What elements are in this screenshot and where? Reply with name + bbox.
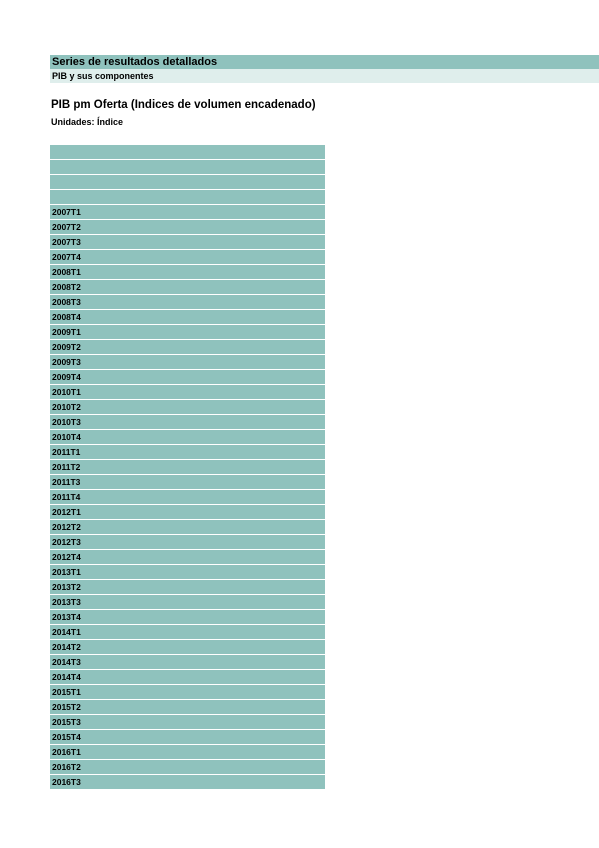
table-row: 2016T1	[50, 745, 325, 759]
table-row: 2014T3	[50, 655, 325, 669]
table-row: 2013T3	[50, 595, 325, 609]
table-row: 2010T2	[50, 400, 325, 414]
table-header-row	[50, 190, 325, 204]
table-row: 2008T1	[50, 265, 325, 279]
table-row: 2011T2	[50, 460, 325, 474]
table-row: 2013T4	[50, 610, 325, 624]
table-row: 2012T3	[50, 535, 325, 549]
table-row: 2008T2	[50, 280, 325, 294]
table-period-rows: 2007T1 2007T2 2007T3 2007T4 2008T1 2008T2 2008…	[50, 205, 325, 789]
table-row: 2016T3	[50, 775, 325, 789]
table-row: 2011T4	[50, 490, 325, 504]
table-row: 2009T2	[50, 340, 325, 354]
table-row: 2009T1	[50, 325, 325, 339]
table-row: 2009T4	[50, 370, 325, 384]
table-header-row	[50, 175, 325, 189]
report-header-subtitle: PIB y sus componentes	[50, 69, 599, 83]
table-header-rows	[50, 145, 325, 204]
table-row: 2007T3	[50, 235, 325, 249]
table-row: 2015T2	[50, 700, 325, 714]
table-header-row	[50, 145, 325, 159]
table-row: 2012T4	[50, 550, 325, 564]
table-row: 2010T1	[50, 385, 325, 399]
table-row: 2013T1	[50, 565, 325, 579]
table-row: 2007T4	[50, 250, 325, 264]
report-header-title: Series de resultados detallados	[50, 55, 599, 69]
table-row: 2008T3	[50, 295, 325, 309]
table-row: 2012T2	[50, 520, 325, 534]
table-row: 2015T4	[50, 730, 325, 744]
period-table: 2007T1 2007T2 2007T3 2007T4 2008T1 2008T2 2008…	[50, 145, 325, 790]
table-row: 2014T2	[50, 640, 325, 654]
table-header-row	[50, 160, 325, 174]
table-row: 2007T1	[50, 205, 325, 219]
table-row: 2010T4	[50, 430, 325, 444]
table-row: 2010T3	[50, 415, 325, 429]
table-row: 2012T1	[50, 505, 325, 519]
table-row: 2015T3	[50, 715, 325, 729]
table-row: 2015T1	[50, 685, 325, 699]
document-title: PIB pm Oferta (Indices de volumen encade…	[51, 99, 316, 111]
table-row: 2014T1	[50, 625, 325, 639]
table-row: 2011T1	[50, 445, 325, 459]
table-row: 2009T3	[50, 355, 325, 369]
table-row: 2014T4	[50, 670, 325, 684]
table-row: 2011T3	[50, 475, 325, 489]
document-units: Unidades: Índice	[51, 117, 124, 127]
table-row: 2008T4	[50, 310, 325, 324]
table-row: 2007T2	[50, 220, 325, 234]
table-row: 2016T2	[50, 760, 325, 774]
table-row: 2013T2	[50, 580, 325, 594]
